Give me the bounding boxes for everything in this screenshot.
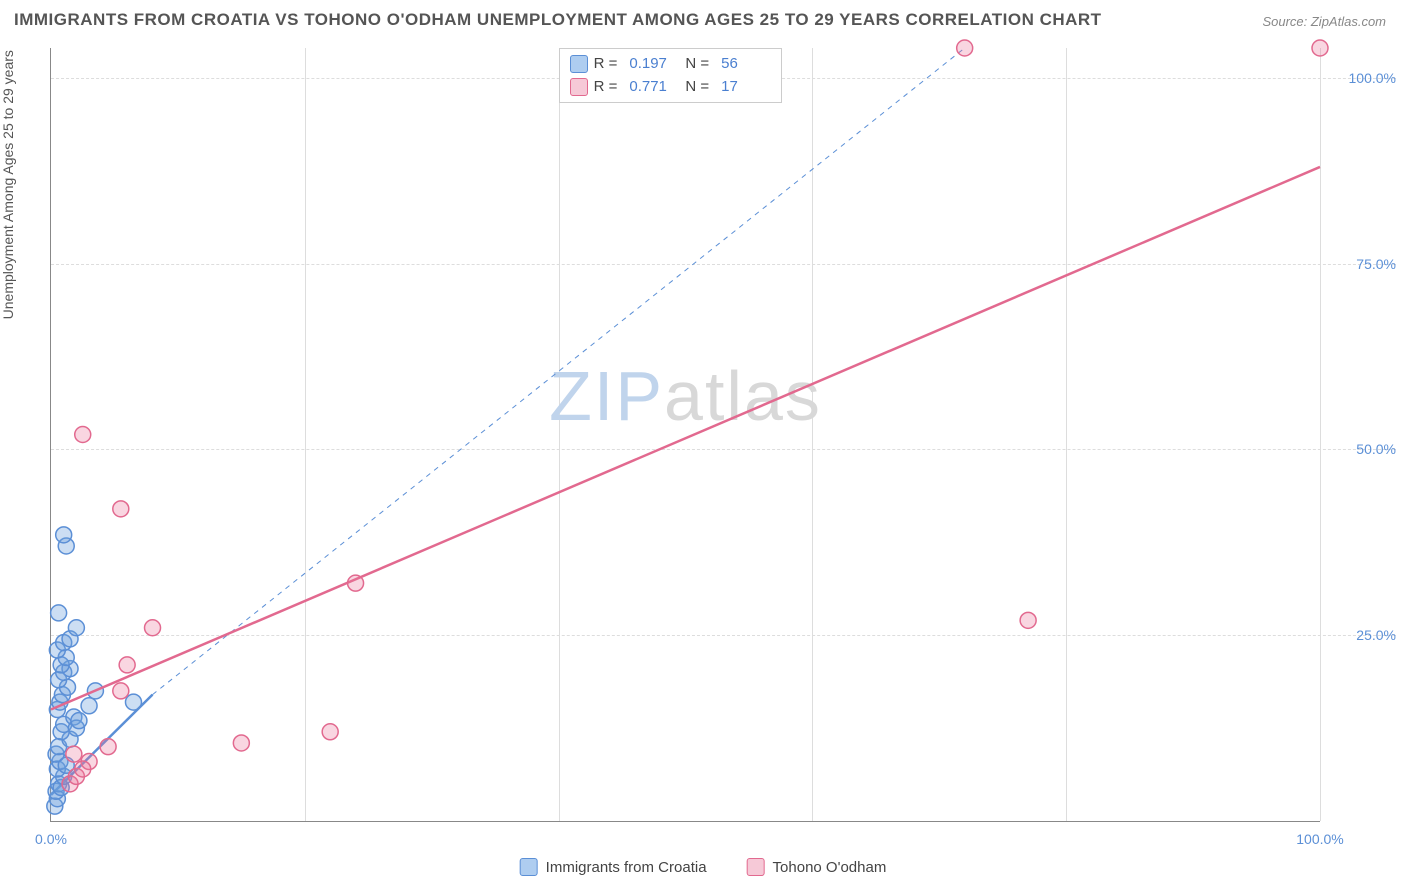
y-tick-label: 50.0% xyxy=(1326,441,1396,457)
chart-title: IMMIGRANTS FROM CROATIA VS TOHONO O'ODHA… xyxy=(14,10,1102,30)
legend-item-series-1: Tohono O'odham xyxy=(747,858,887,876)
x-tick-label: 0.0% xyxy=(35,831,67,847)
plot-area: ZIPatlas R = 0.197 N = 56 R = 0.771 N = … xyxy=(50,48,1320,822)
y-axis-label: Unemployment Among Ages 25 to 29 years xyxy=(0,50,16,319)
legend-r-label-0: R = xyxy=(594,53,618,76)
legend-row-series-1: R = 0.771 N = 17 xyxy=(570,76,772,99)
y-tick-label: 25.0% xyxy=(1326,627,1396,643)
legend-swatch-bottom-0 xyxy=(520,858,538,876)
legend-label-series-1: Tohono O'odham xyxy=(773,859,887,876)
legend-item-series-0: Immigrants from Croatia xyxy=(520,858,707,876)
x-tick-label: 100.0% xyxy=(1296,831,1343,847)
series-legend: Immigrants from Croatia Tohono O'odham xyxy=(520,858,887,876)
y-tick-label: 75.0% xyxy=(1326,256,1396,272)
legend-n-value-0: 56 xyxy=(721,53,771,76)
legend-swatch-bottom-1 xyxy=(747,858,765,876)
chart-container: IMMIGRANTS FROM CROATIA VS TOHONO O'ODHA… xyxy=(0,0,1406,892)
y-tick-label: 100.0% xyxy=(1326,70,1396,86)
scatter-svg xyxy=(51,48,1320,821)
legend-r-value-0: 0.197 xyxy=(629,53,679,76)
source-attribution: Source: ZipAtlas.com xyxy=(1262,14,1386,29)
legend-swatch-series-0 xyxy=(570,55,588,73)
legend-r-value-1: 0.771 xyxy=(629,76,679,99)
gridline-vertical xyxy=(1320,48,1321,821)
legend-r-label-1: R = xyxy=(594,76,618,99)
correlation-legend: R = 0.197 N = 56 R = 0.771 N = 17 xyxy=(559,48,783,103)
legend-n-label-1: N = xyxy=(685,76,709,99)
legend-swatch-series-1 xyxy=(570,78,588,96)
legend-label-series-0: Immigrants from Croatia xyxy=(546,859,707,876)
legend-n-value-1: 17 xyxy=(721,76,771,99)
legend-row-series-0: R = 0.197 N = 56 xyxy=(570,53,772,76)
legend-n-label-0: N = xyxy=(685,53,709,76)
